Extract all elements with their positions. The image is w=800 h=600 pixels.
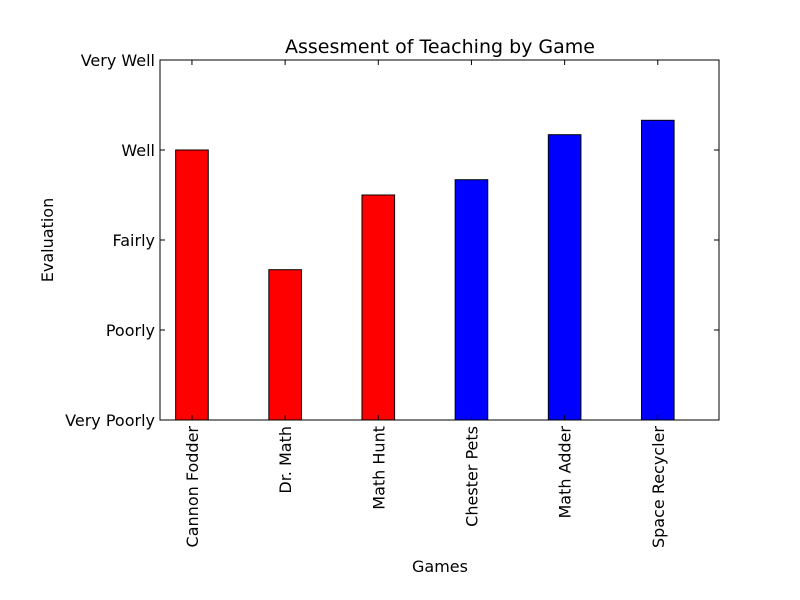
y-axis-title: Evaluation — [38, 198, 57, 282]
bar-math-hunt — [361, 194, 396, 421]
bar-cannon-fodder — [175, 149, 209, 421]
bar-dr-math — [268, 269, 302, 421]
x-tick-label: Chester Pets — [462, 426, 481, 527]
x-axis-title: Games — [412, 557, 468, 576]
x-tick-label: Math Hunt — [369, 426, 388, 510]
x-tick-label: Cannon Fodder — [183, 426, 202, 548]
bar-math-adder — [547, 134, 582, 421]
chart-title: Assesment of Teaching by Game — [285, 36, 595, 58]
bar-chester-pets — [454, 179, 489, 421]
x-tick-label: Dr. Math — [276, 426, 295, 494]
bar-space-recycler — [640, 119, 675, 421]
y-tick-label: Fairly — [113, 231, 155, 250]
x-tick-label: Space Recycler — [649, 426, 668, 548]
y-tick-label: Well — [121, 141, 155, 160]
bars-group — [175, 119, 675, 421]
y-tick-label: Very Poorly — [65, 411, 155, 430]
y-tick-label: Very Well — [81, 51, 155, 70]
y-tick-label: Poorly — [106, 321, 155, 340]
x-tick-label: Math Adder — [556, 426, 575, 519]
x-tick-labels: Cannon Fodder Dr. Math Math Hunt Chester Pe… — [183, 426, 668, 548]
plot-frame — [159, 59, 720, 421]
ticks-group — [160, 59, 719, 421]
y-tick-labels: Very Poorly Poorly Fairly Well Very Well — [65, 51, 155, 430]
